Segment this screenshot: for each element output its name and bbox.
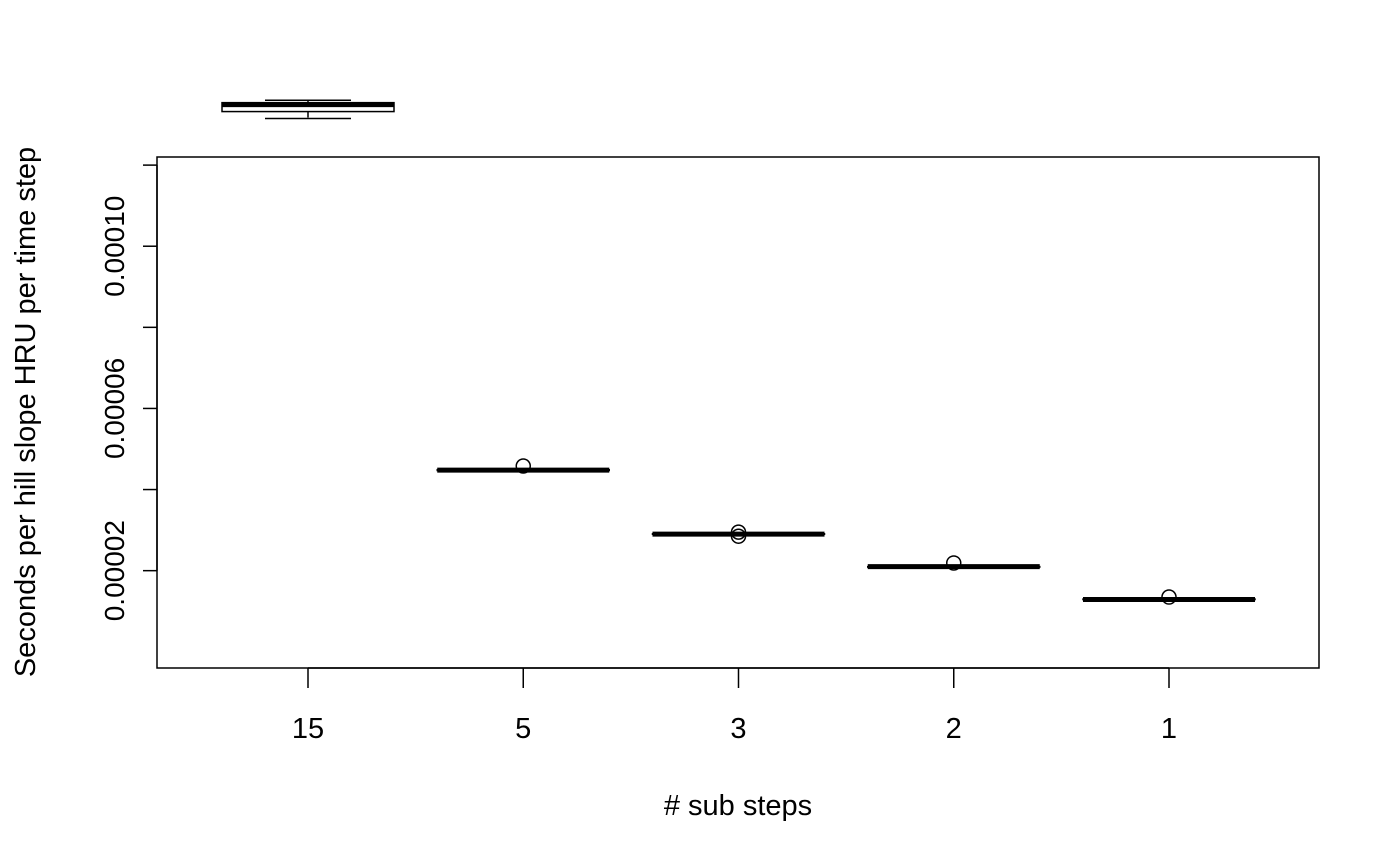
- outlier-point: [730, 528, 747, 544]
- y-axis: 0.00002 0.00006 0.00010: [99, 164, 158, 621]
- box-group: [221, 99, 395, 120]
- box-group: [1082, 589, 1256, 605]
- y-tick-label: 0.00006: [99, 358, 130, 459]
- outlier-point: [515, 458, 531, 474]
- outlier-point: [946, 555, 962, 571]
- y-tick-label: 0.00002: [99, 520, 130, 621]
- x-tick-label: 3: [730, 713, 746, 745]
- box-group: [436, 458, 610, 474]
- boxes-layer: [221, 99, 1256, 605]
- plot-frame: [156, 156, 1320, 669]
- x-axis-title: # sub steps: [664, 790, 812, 822]
- box-group: [651, 524, 826, 544]
- x-tick-label: 1: [1161, 713, 1177, 745]
- x-tick-label: 5: [515, 713, 531, 745]
- outlier-point: [730, 524, 747, 540]
- x-tick-label: 2: [946, 713, 962, 745]
- y-tick-label: 0.00010: [99, 196, 130, 297]
- x-axis: 15 5 3 2 1: [292, 667, 1177, 745]
- y-axis-title: Seconds per hill slope HRU per time step: [10, 147, 42, 677]
- box-group: [867, 555, 1041, 571]
- x-tick-label: 15: [292, 713, 324, 745]
- outlier-point: [1161, 589, 1177, 605]
